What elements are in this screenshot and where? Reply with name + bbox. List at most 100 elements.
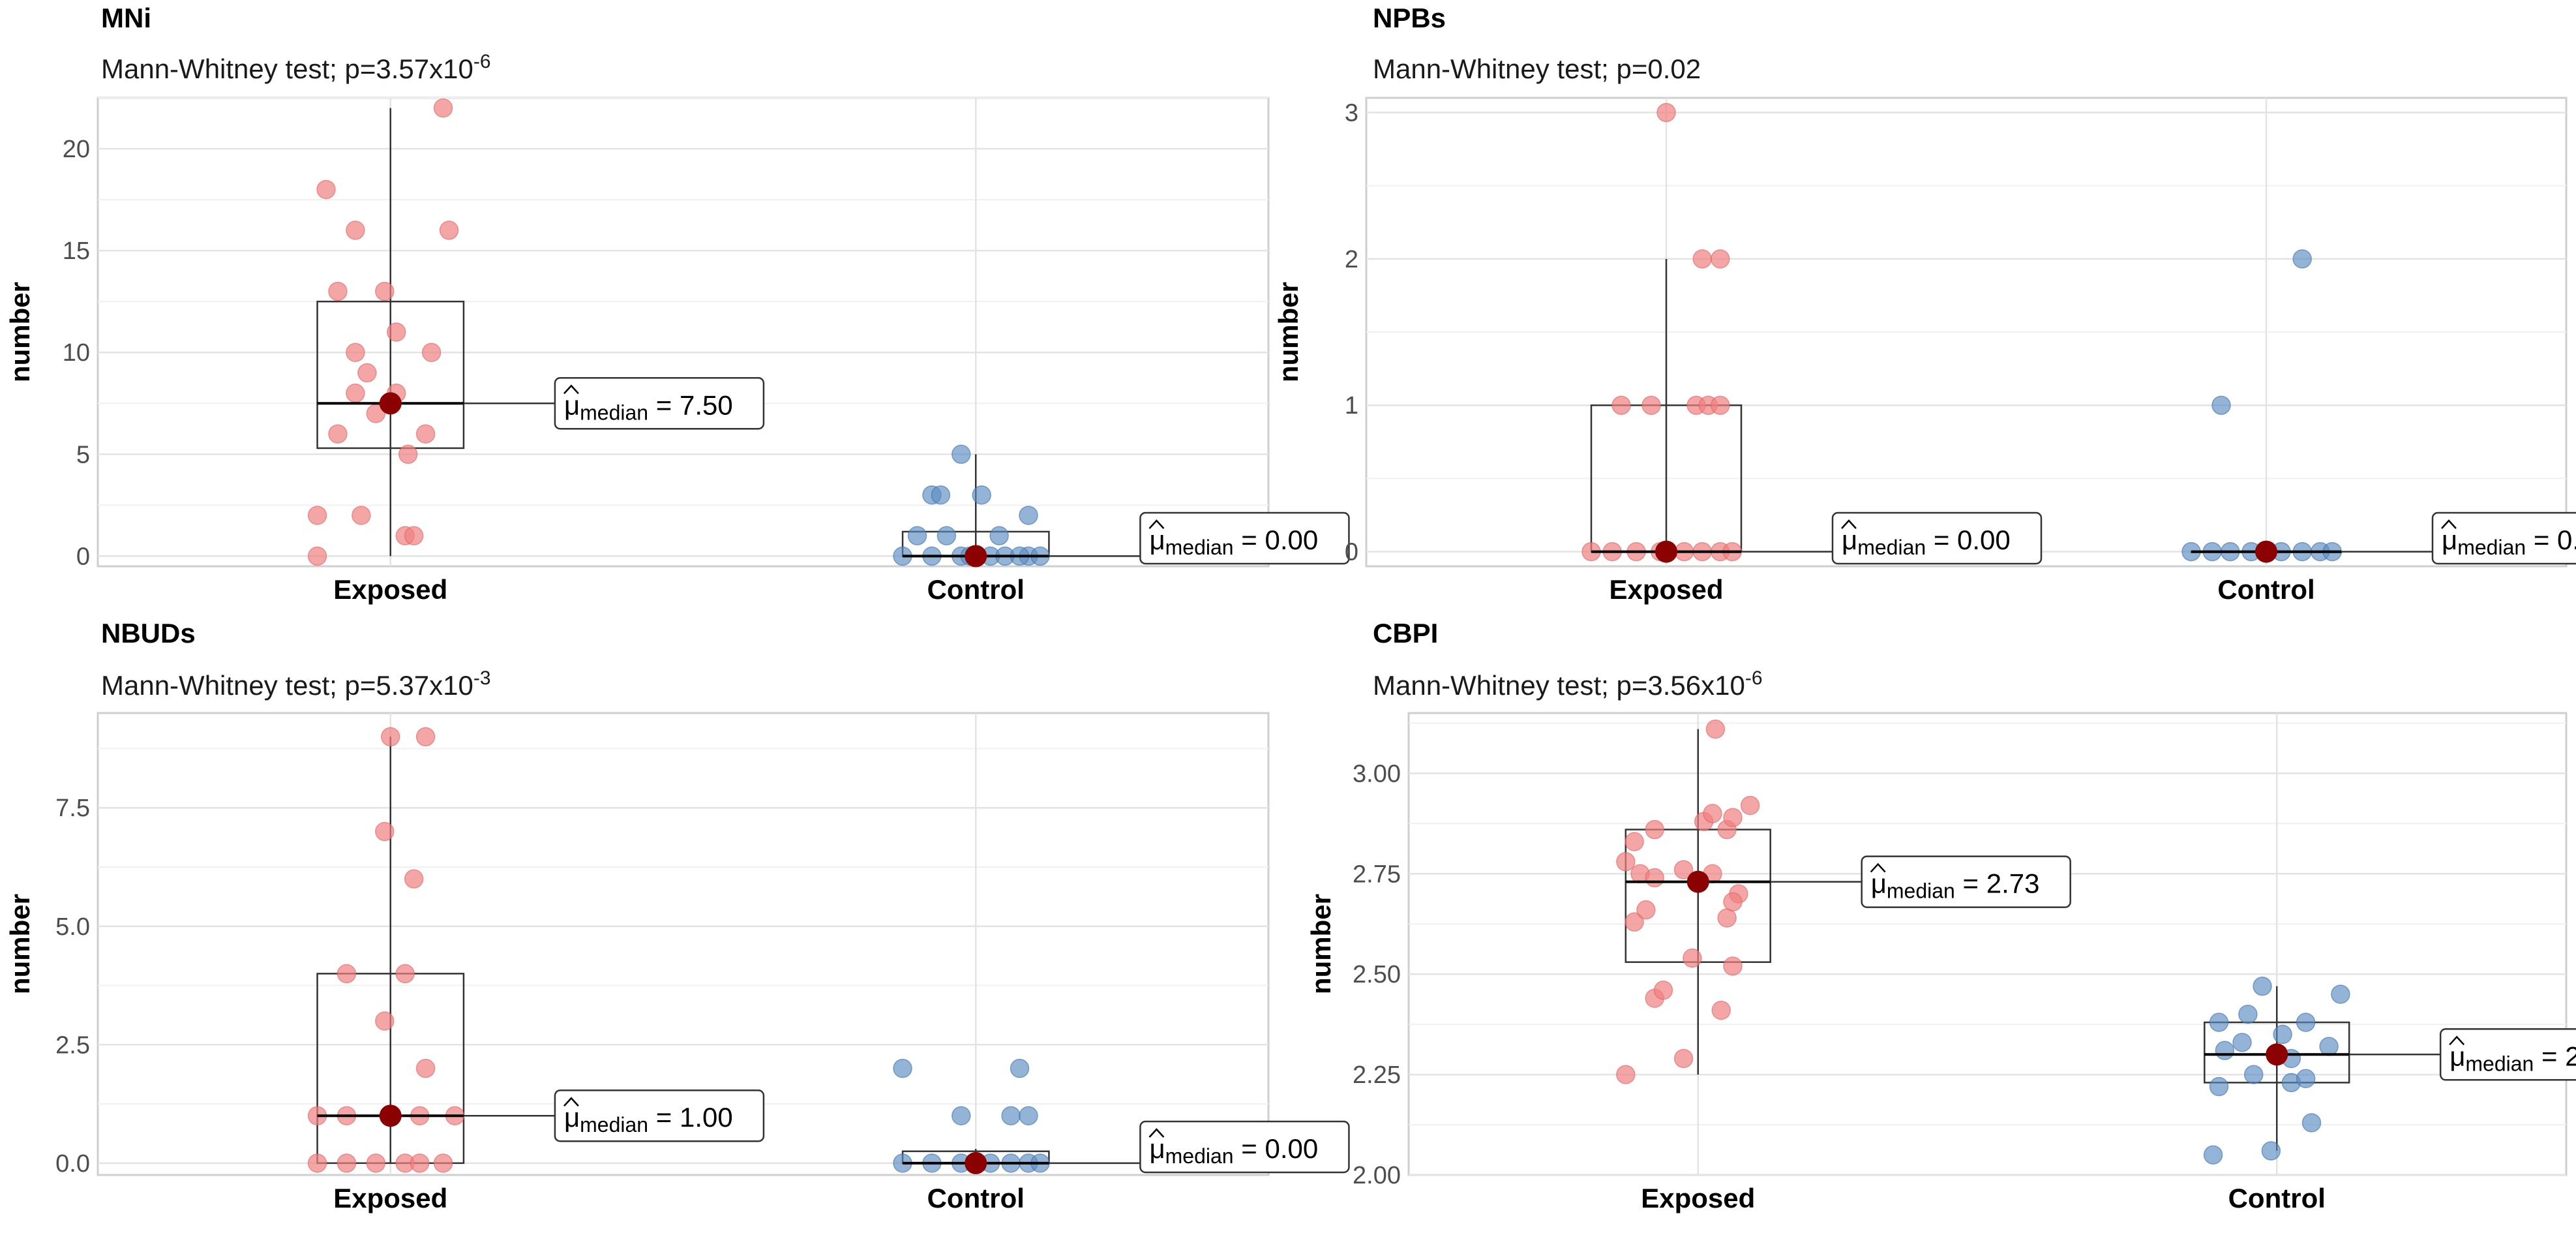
y-axis-title: number	[5, 282, 35, 382]
hat-icon	[1841, 519, 1857, 529]
data-point	[2211, 395, 2231, 415]
median-point	[965, 1151, 987, 1174]
data-point	[1717, 908, 1737, 928]
x-category-label: Control	[2217, 574, 2314, 605]
hat-icon	[1148, 519, 1165, 529]
data-point	[1645, 819, 1664, 840]
data-point	[307, 1153, 327, 1173]
y-tick-label: 2.25	[1353, 1061, 1401, 1089]
y-tick-label: 2	[1345, 246, 1358, 273]
median-label: μmedian = 0.00	[1139, 511, 1350, 565]
data-point	[1019, 506, 1038, 525]
panel-subtitle: Mann-Whitney test; p=3.57x10-6	[101, 51, 491, 84]
data-point	[1711, 1000, 1731, 1020]
data-point	[1723, 808, 1743, 827]
data-point	[951, 1106, 971, 1125]
y-tick-label: 5	[76, 441, 90, 468]
median-point	[379, 392, 402, 415]
data-point	[1711, 249, 1730, 269]
y-tick-label: 20	[63, 136, 90, 163]
data-point	[421, 343, 442, 362]
data-point	[2292, 249, 2312, 269]
group-exposed: μmedian = 7.50	[307, 98, 765, 566]
data-point	[1705, 719, 1726, 739]
data-point	[1683, 948, 1702, 968]
plot-area	[1407, 712, 2568, 1176]
y-tick-label: 0	[1345, 539, 1358, 566]
data-point	[375, 1011, 395, 1031]
data-point	[1656, 102, 1676, 123]
data-point	[1001, 1106, 1021, 1125]
data-point	[2238, 1004, 2258, 1024]
panel-subtitle: Mann-Whitney test; p=5.37x10-3	[101, 667, 491, 701]
x-category-label: Control	[927, 574, 1025, 605]
median-label-text: μmedian = 0.00	[1149, 1133, 1318, 1168]
panel-subtitle: Mann-Whitney test; p=3.56x10-6	[1373, 667, 1763, 701]
median-label: μmedian = 2.30	[2439, 1028, 2576, 1081]
data-point	[1673, 1048, 1694, 1069]
x-category-label: Exposed	[333, 1183, 447, 1213]
data-point	[415, 424, 436, 444]
data-point	[1641, 395, 1661, 415]
panel-title: MNi	[101, 3, 151, 33]
data-point	[2273, 1024, 2292, 1044]
data-point	[2296, 1069, 2316, 1088]
data-point	[404, 869, 424, 889]
hat-icon	[563, 1097, 579, 1107]
median-point	[379, 1105, 402, 1127]
group-control: μmedian = 0.00	[893, 1058, 1350, 1174]
median-label: μmedian = 0.00	[2431, 511, 2576, 565]
data-point	[1673, 860, 1694, 879]
box	[2204, 1021, 2350, 1084]
data-point	[1616, 1065, 1636, 1084]
data-point	[307, 506, 327, 525]
data-point	[1723, 956, 1743, 976]
panel-title: CBPI	[1373, 618, 1438, 648]
group-exposed: μmedian = 2.73	[1616, 719, 2071, 1084]
median-label: μmedian = 2.73	[1861, 855, 2071, 908]
data-point	[951, 444, 971, 465]
median-label: μmedian = 0.00	[1831, 511, 2043, 565]
y-tick-label: 2.50	[1353, 961, 1401, 988]
median-label-box	[1139, 1120, 1350, 1174]
panel-npbs: NPBs Mann-Whitney test; p=0.02 0 1 2 3 number E…	[1273, 3, 2576, 605]
median-label-box	[2431, 511, 2576, 565]
data-point	[386, 322, 406, 342]
median-label-box	[1139, 511, 1350, 565]
y-tick-label: 7.5	[55, 795, 90, 822]
data-point	[893, 1058, 912, 1078]
y-axis-title: number	[1273, 282, 1304, 382]
median-point	[2266, 1043, 2288, 1066]
median-label-box	[1861, 855, 2071, 908]
y-axis-title: number	[5, 894, 35, 994]
median-point	[965, 545, 987, 568]
median-label-text: μmedian = 7.50	[564, 389, 733, 424]
y-axis-title: number	[1306, 894, 1336, 994]
data-point	[1723, 892, 1743, 912]
median-label-box	[554, 377, 765, 430]
data-point	[2215, 1041, 2235, 1060]
y-tick-label: 3.00	[1353, 760, 1401, 787]
data-point	[2261, 1141, 2281, 1161]
median-label-text: μmedian = 1.00	[564, 1102, 733, 1136]
data-point	[931, 485, 951, 505]
data-point	[346, 221, 365, 240]
data-point	[1740, 795, 1760, 816]
y-tick-label: 2.00	[1353, 1162, 1401, 1189]
data-point	[381, 727, 400, 747]
panel-subtitle: Mann-Whitney test; p=0.02	[1373, 53, 1701, 84]
data-point	[2232, 1033, 2252, 1052]
data-point	[366, 1153, 386, 1173]
data-point	[2244, 1065, 2264, 1084]
box	[316, 300, 465, 450]
panel-title: NPBs	[1373, 3, 1446, 33]
y-tick-label: 15	[63, 237, 90, 265]
data-point	[433, 1153, 453, 1173]
y-tick-label: 2.75	[1353, 861, 1401, 888]
x-category-label: Exposed	[1641, 1183, 1755, 1213]
x-category-label: Control	[927, 1183, 1025, 1213]
group-control: μmedian = 2.30	[2203, 976, 2576, 1165]
median-point	[1686, 870, 1709, 893]
data-point	[2253, 976, 2272, 996]
